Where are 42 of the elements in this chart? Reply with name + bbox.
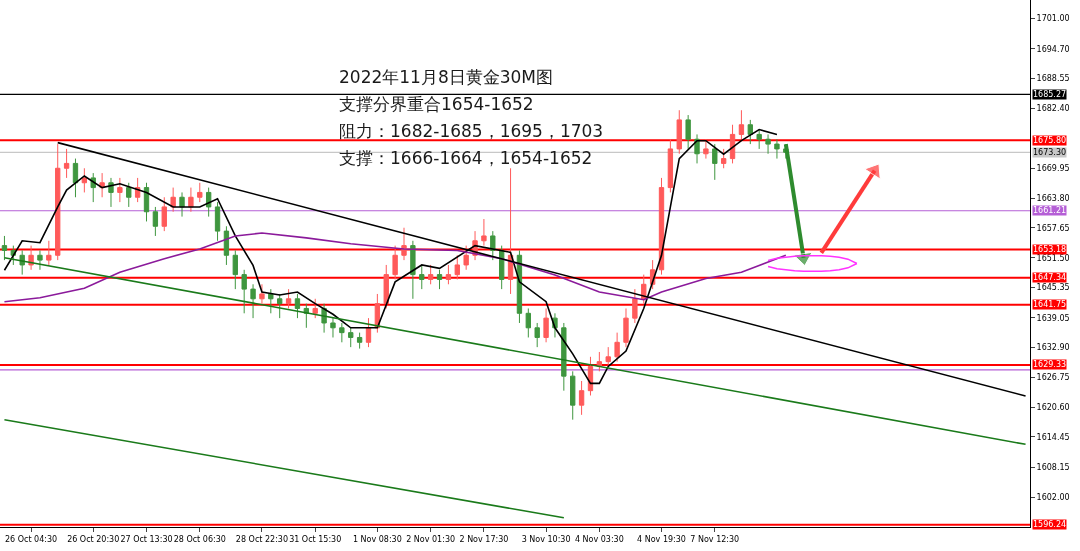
ref-line-label: 1596.24: [1033, 520, 1067, 529]
ref-line-label: 1647.34: [1033, 273, 1067, 282]
x-tick-label: 2 Nov 01:30: [406, 534, 456, 544]
y-tick-label: 1632.90: [1036, 343, 1070, 353]
ref-line-label: 1673.30: [1033, 148, 1067, 157]
y-tick-label: 1694.70: [1036, 44, 1070, 54]
x-tick-label: 3 Nov 10:30: [521, 534, 571, 544]
x-tick-label: 28 Oct 06:30: [173, 534, 226, 544]
annotation: 2022年11月8日黄金30M图: [339, 67, 554, 87]
ref-line-label: 1685.27: [1033, 90, 1067, 99]
x-tick-label: 28 Oct 22:30: [235, 534, 289, 544]
ref-line-label: 1675.80: [1033, 136, 1067, 145]
x-tick-label: 31 Oct 15:30: [289, 534, 342, 544]
y-tick-label: 1602.00: [1036, 492, 1070, 502]
ref-line-label: 1661.21: [1033, 206, 1067, 215]
y-tick-label: 1608.15: [1036, 463, 1070, 473]
y-tick-label: 1688.55: [1036, 74, 1070, 84]
x-tick-label: 7 Nov 12:30: [690, 534, 740, 544]
y-tick-label: 1701.00: [1036, 14, 1070, 24]
ref-line-label: 1641.75: [1033, 300, 1067, 309]
x-tick-label: 26 Oct 20:30: [67, 534, 120, 544]
annotation: 支撑分界重合1654-1652: [339, 94, 534, 114]
x-tick-label: 2 Nov 17:30: [459, 534, 509, 544]
y-tick-label: 1614.45: [1036, 432, 1070, 442]
y-tick-label: 1651.50: [1036, 253, 1070, 263]
y-tick-label: 1639.05: [1036, 313, 1070, 323]
x-tick-label: 4 Nov 03:30: [574, 534, 624, 544]
x-tick-label: 1 Nov 08:30: [352, 534, 402, 544]
annotation: 阻力：1682-1685，1695，1703: [339, 121, 604, 141]
y-tick-label: 1626.75: [1036, 373, 1070, 383]
ref-line-label: 1653.18: [1033, 245, 1067, 254]
x-tick-label: 4 Nov 19:30: [637, 534, 686, 544]
y-tick-label: 1669.95: [1036, 164, 1070, 174]
y-tick-label: 1645.35: [1036, 283, 1070, 293]
y-tick-label: 1682.40: [1036, 104, 1070, 114]
x-tick-label: 26 Oct 04:30: [5, 534, 58, 544]
y-tick-label: 1657.65: [1036, 223, 1070, 233]
y-tick-label: 1620.60: [1036, 402, 1070, 412]
x-tick-label: 27 Oct 13:30: [120, 534, 173, 544]
annotation: 支撑：1666-1664，1654-1652: [339, 148, 593, 168]
y-tick-label: 1663.80: [1036, 194, 1070, 204]
ref-line-label: 1629.33: [1033, 360, 1067, 369]
